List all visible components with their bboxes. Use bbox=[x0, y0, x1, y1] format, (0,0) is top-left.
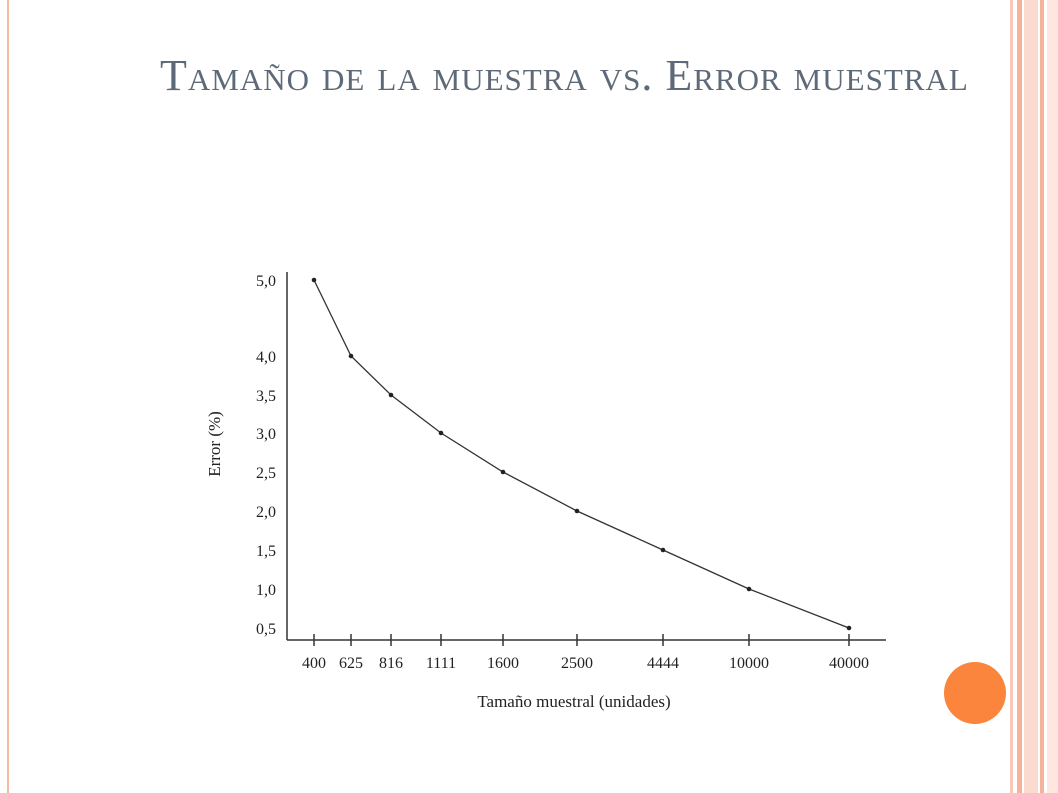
y-axis-ticks: 0,5 1,0 1,5 2,0 2,5 3,0 3,5 4,0 5,0 bbox=[256, 273, 276, 638]
data-point bbox=[500, 469, 506, 475]
decorative-stripe bbox=[1017, 0, 1022, 793]
y-tick-label: 2,0 bbox=[256, 504, 276, 521]
data-point bbox=[846, 625, 852, 631]
data-point bbox=[311, 277, 317, 283]
decorative-stripe bbox=[1010, 0, 1013, 793]
y-tick-label: 0,5 bbox=[256, 621, 276, 638]
decorative-orange-circle bbox=[944, 662, 1006, 724]
x-axis-label: Tamaño muestral (unidades) bbox=[477, 692, 670, 711]
x-tick-label: 1600 bbox=[487, 655, 519, 672]
data-point bbox=[746, 586, 752, 592]
y-tick-label: 5,0 bbox=[256, 273, 276, 290]
decorative-stripe bbox=[1040, 0, 1044, 793]
x-tick-label: 2500 bbox=[561, 655, 593, 672]
y-tick-label: 1,0 bbox=[256, 582, 276, 599]
x-tick-label: 4444 bbox=[647, 655, 679, 672]
series-line bbox=[313, 279, 850, 629]
data-points bbox=[311, 277, 852, 631]
x-tick-label: 40000 bbox=[829, 655, 869, 672]
y-tick-label: 3,0 bbox=[256, 426, 276, 443]
slide-title: Tamaño de la muestra vs. Error muestral bbox=[160, 51, 969, 100]
data-point bbox=[438, 430, 444, 436]
y-tick-label: 2,5 bbox=[256, 465, 276, 482]
x-tick-label: 816 bbox=[379, 655, 403, 672]
chart-axes bbox=[286, 272, 886, 641]
data-point bbox=[660, 547, 666, 553]
y-axis-label: Error (%) bbox=[205, 411, 224, 477]
data-point bbox=[388, 392, 394, 398]
x-axis-ticks: 400 625 816 1111 1600 2500 4444 10000 40000 bbox=[302, 634, 869, 672]
data-point bbox=[348, 353, 354, 359]
x-tick-label: 625 bbox=[339, 655, 363, 672]
y-tick-label: 4,0 bbox=[256, 349, 276, 366]
y-tick-label: 1,5 bbox=[256, 543, 276, 560]
decorative-stripe bbox=[1024, 0, 1038, 793]
data-point bbox=[574, 508, 580, 514]
x-tick-label: 400 bbox=[302, 655, 326, 672]
left-border bbox=[7, 0, 9, 793]
decorative-stripe bbox=[1047, 0, 1058, 793]
y-tick-label: 3,5 bbox=[256, 388, 276, 405]
x-tick-label: 1111 bbox=[426, 655, 456, 672]
x-tick-label: 10000 bbox=[729, 655, 769, 672]
